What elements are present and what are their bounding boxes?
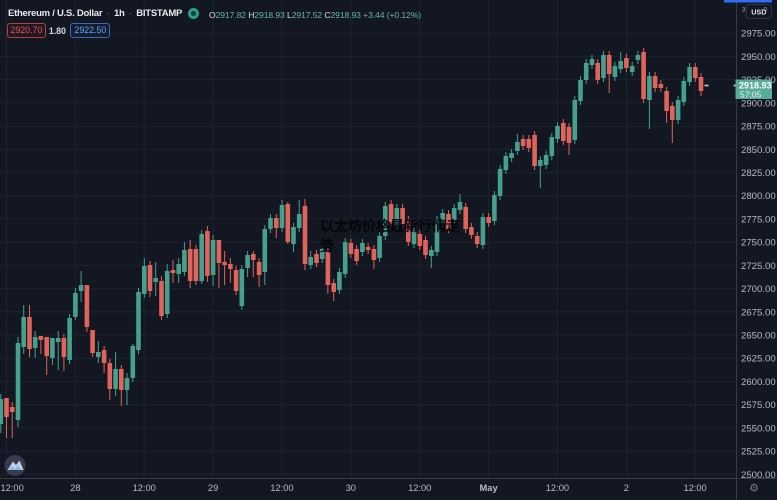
svg-text:2900.00: 2900.00 (741, 98, 776, 109)
svg-text:2700.00: 2700.00 (741, 284, 776, 295)
svg-text:2975.00: 2975.00 (741, 29, 776, 40)
svg-text:2500.00: 2500.00 (741, 470, 776, 481)
svg-text:USD: USD (751, 7, 766, 16)
svg-text:2650.00: 2650.00 (741, 331, 776, 342)
svg-text:2950.00: 2950.00 (741, 52, 776, 63)
svg-text:28: 28 (70, 483, 80, 493)
svg-text:⚙: ⚙ (749, 483, 759, 495)
svg-text:2550.00: 2550.00 (741, 423, 776, 434)
svg-text:30: 30 (346, 483, 356, 493)
svg-text:2725.00: 2725.00 (741, 261, 776, 272)
svg-text:12:00: 12:00 (683, 483, 706, 493)
svg-text:12:00: 12:00 (133, 483, 156, 493)
svg-text:12:00: 12:00 (1, 483, 24, 493)
svg-text:2775.00: 2775.00 (741, 214, 776, 225)
svg-text:12:00: 12:00 (408, 483, 431, 493)
svg-text:2575.00: 2575.00 (741, 400, 776, 411)
svg-text:2750.00: 2750.00 (741, 238, 776, 249)
svg-text:May: May (480, 483, 499, 493)
svg-text:2: 2 (624, 483, 629, 493)
svg-text:2825.00: 2825.00 (741, 168, 776, 179)
svg-text:2850.00: 2850.00 (741, 145, 776, 156)
svg-text:12:00: 12:00 (546, 483, 569, 493)
svg-text:2875.00: 2875.00 (741, 122, 776, 133)
svg-text:0: 0 (764, 7, 768, 14)
svg-text:57:05: 57:05 (740, 89, 762, 99)
svg-text:2600.00: 2600.00 (741, 377, 776, 388)
svg-text:2625.00: 2625.00 (741, 354, 776, 365)
svg-text:12:00: 12:00 (270, 483, 293, 493)
svg-text:2525.00: 2525.00 (741, 447, 776, 458)
svg-text:2675.00: 2675.00 (741, 307, 776, 318)
svg-text:2918.93: 2918.93 (739, 81, 772, 91)
svg-text:3: 3 (742, 7, 746, 14)
svg-text:29: 29 (208, 483, 218, 493)
svg-text:2800.00: 2800.00 (741, 191, 776, 202)
